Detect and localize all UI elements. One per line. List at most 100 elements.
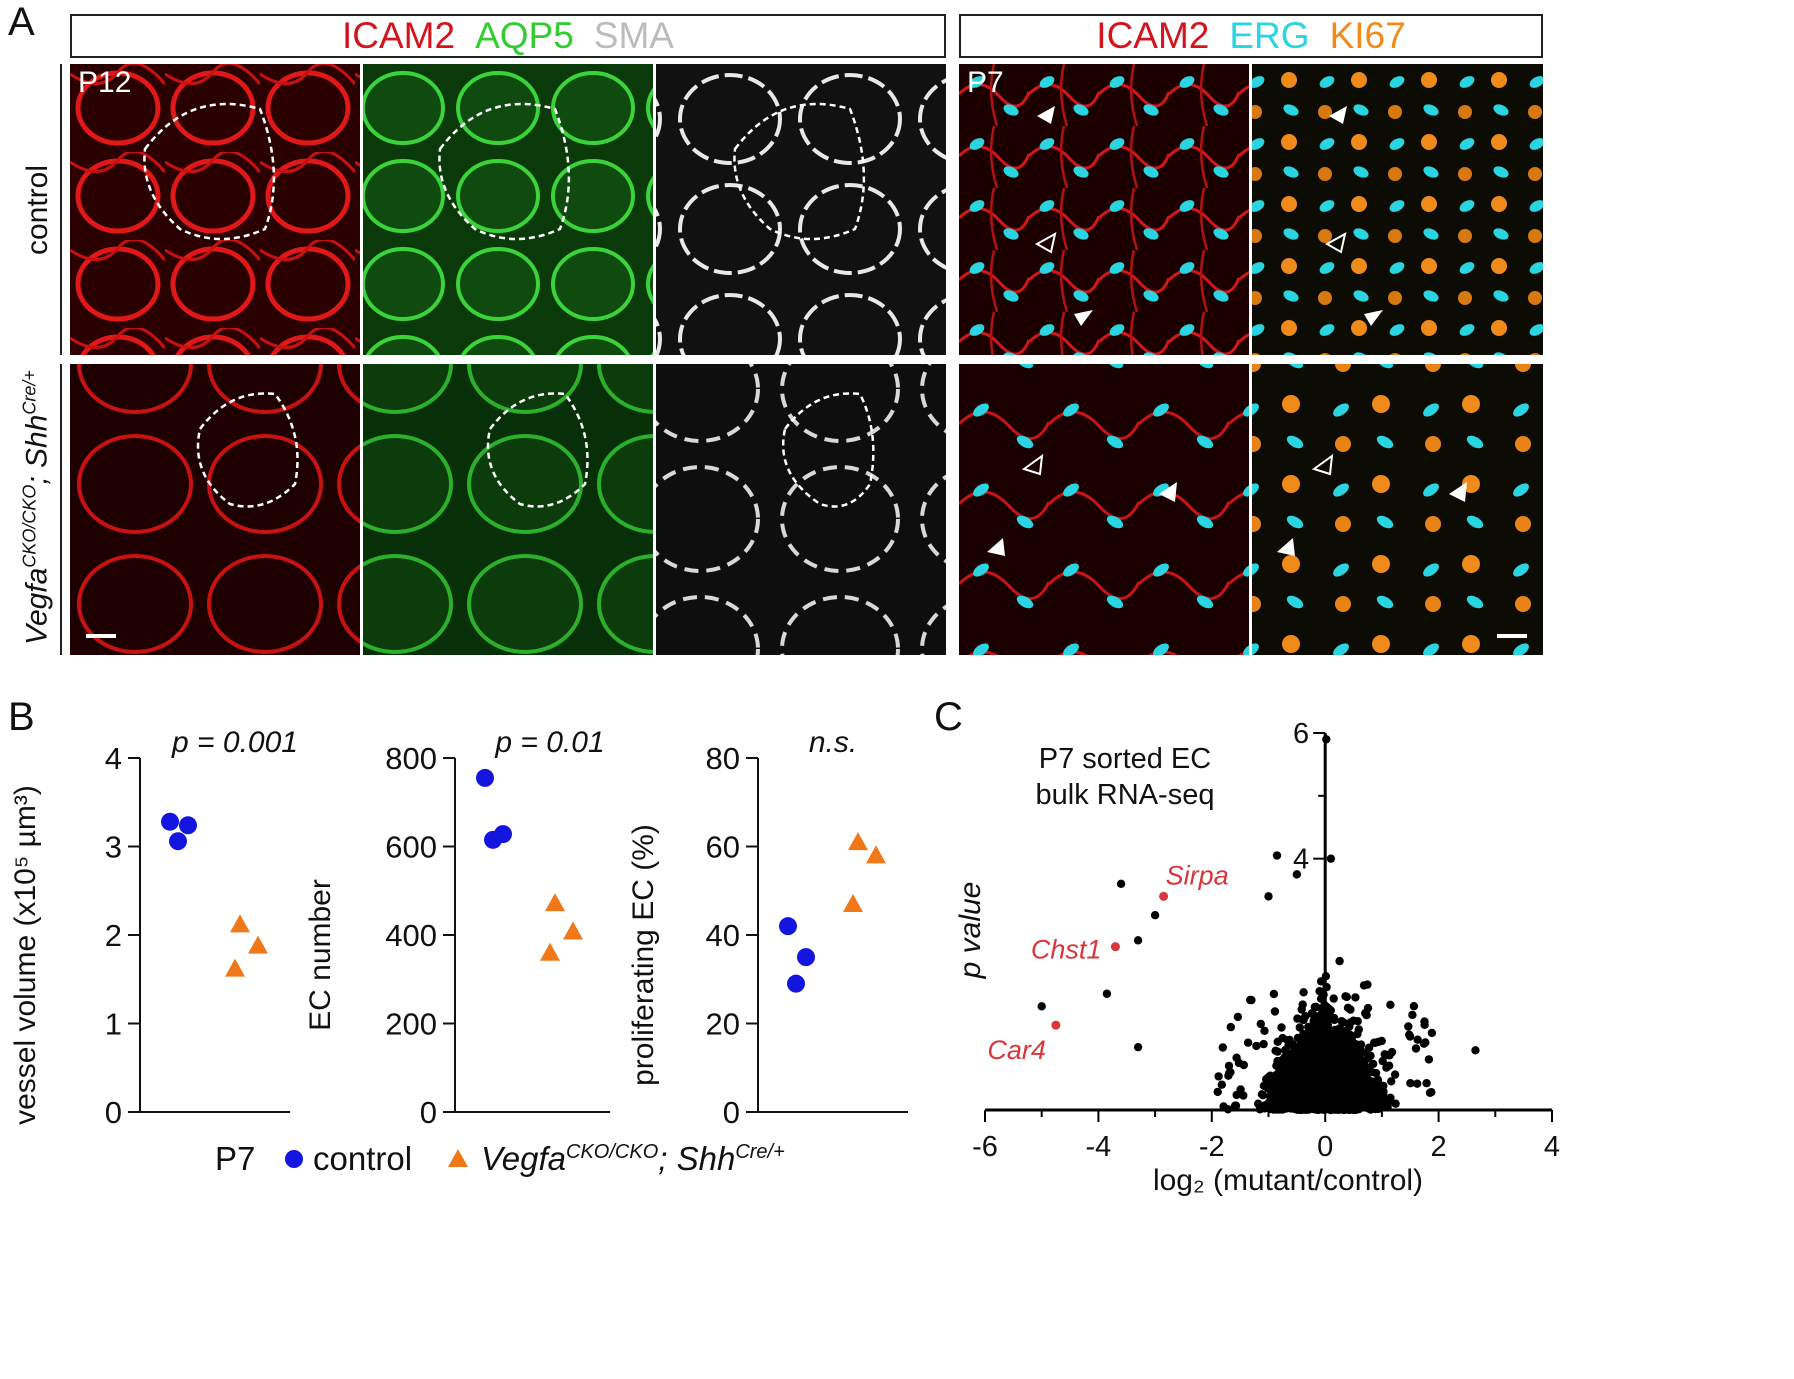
micrograph-icam2-erg-control bbox=[959, 64, 1249, 355]
arrowhead-filled bbox=[1074, 310, 1093, 326]
arrowhead-filled bbox=[1329, 106, 1347, 124]
gene-point bbox=[1343, 1033, 1352, 1042]
gene-point bbox=[1362, 1010, 1371, 1020]
scale-bar-left bbox=[86, 634, 116, 638]
chart-b-1: 0 1 2 3 4 p = 0.001 vessel volume (x10⁵ µm³) bbox=[9, 726, 298, 1130]
arrowhead-filled bbox=[987, 538, 1005, 556]
y-tick-label: 40 bbox=[706, 918, 740, 953]
outline-alveolus-control-aqp5 bbox=[438, 102, 571, 241]
gene-point bbox=[1317, 1070, 1326, 1079]
panel-c-volcano: -6 -4 -2 0 2 4 6 4 P7 sorted EC bulk RNA-seq log₂ … bbox=[954, 718, 1560, 1197]
y-tick-label: 4 bbox=[105, 741, 122, 776]
gene-point bbox=[1214, 1072, 1223, 1081]
gene-point bbox=[1330, 1034, 1339, 1043]
y-tick-label: 400 bbox=[385, 918, 437, 953]
gene-point bbox=[1226, 1068, 1235, 1077]
x-tick-label: 0 bbox=[1317, 1131, 1333, 1163]
arrowhead-filled bbox=[1037, 106, 1055, 124]
gene-point bbox=[1425, 1088, 1435, 1097]
gene-point bbox=[1288, 1049, 1297, 1058]
gene-point bbox=[1273, 1099, 1282, 1108]
gene-point bbox=[1372, 1085, 1382, 1094]
gene-point bbox=[1315, 1011, 1325, 1020]
y-tick-label: 3 bbox=[105, 830, 122, 865]
gene-point-outlier bbox=[1133, 936, 1143, 945]
gene-point bbox=[1390, 1070, 1400, 1079]
volcano-plot: -6 -4 -2 0 2 4 6 4 P7 sorted EC bulk RNA-seq log₂ … bbox=[954, 718, 1560, 1197]
gene-point bbox=[1380, 1093, 1389, 1102]
point-control bbox=[179, 816, 197, 835]
gene-point bbox=[1363, 980, 1372, 989]
stain-label-sma: SMA bbox=[593, 15, 674, 56]
gene-point bbox=[1271, 1046, 1280, 1055]
legend-mutant-marker bbox=[448, 1149, 468, 1167]
outline-alveolus-mutant-sma bbox=[781, 392, 875, 508]
gene-point bbox=[1405, 1030, 1414, 1039]
scale-bar-right bbox=[1497, 634, 1527, 638]
y-tick-label: 600 bbox=[385, 830, 437, 865]
panel-letter-c: C bbox=[934, 695, 963, 739]
gene-point-highlight bbox=[1051, 1020, 1061, 1030]
gene-point bbox=[1419, 1039, 1429, 1048]
x-tick-label: 4 bbox=[1544, 1131, 1560, 1163]
outline-alveolus-control-sma bbox=[733, 102, 866, 241]
gene-point bbox=[1411, 1044, 1421, 1053]
stain-label-icam2: ICAM2 bbox=[342, 15, 456, 56]
age-tag-p12: P12 bbox=[78, 66, 132, 99]
gene-point bbox=[1362, 1096, 1372, 1105]
gene-point bbox=[1252, 1041, 1261, 1051]
gene-point bbox=[1316, 1097, 1326, 1107]
panel-b-charts: 0 1 2 3 4 p = 0.001 vessel volume (x10⁵ µm³) 0 2… bbox=[9, 726, 908, 1130]
point-mutant bbox=[225, 958, 245, 977]
gene-point bbox=[1357, 1077, 1366, 1087]
gene-point bbox=[1299, 988, 1308, 997]
gene-point bbox=[1247, 995, 1256, 1005]
point-control bbox=[779, 917, 797, 936]
gene-point bbox=[1257, 1090, 1267, 1099]
gene-point bbox=[1305, 1095, 1314, 1104]
gene-point bbox=[1328, 1053, 1337, 1062]
y-tick-label: 6 bbox=[1293, 718, 1309, 750]
row-bracket-mutant bbox=[60, 364, 62, 655]
gene-point-outlier bbox=[1037, 1002, 1046, 1011]
micrograph-sma-mutant bbox=[656, 364, 946, 655]
gene-point bbox=[1259, 1039, 1268, 1049]
point-control bbox=[484, 830, 502, 849]
gene-point bbox=[1291, 1073, 1300, 1082]
gene-point bbox=[1341, 992, 1350, 1001]
gene-point bbox=[1409, 1002, 1419, 1011]
gene-point bbox=[1301, 1040, 1310, 1049]
chart-b-ylabel: EC number bbox=[304, 879, 337, 1031]
gene-point bbox=[1378, 1056, 1387, 1066]
micrograph-left-block bbox=[70, 64, 946, 655]
gene-point bbox=[1351, 993, 1360, 1002]
right-stain-header: ICAM2 ERG KI67 bbox=[959, 14, 1543, 58]
gene-point bbox=[1386, 1000, 1395, 1009]
arrowhead-filled bbox=[1277, 538, 1295, 556]
y-tick-label: 0 bbox=[105, 1095, 122, 1130]
gene-point bbox=[1333, 1066, 1342, 1075]
gene-point bbox=[1305, 1029, 1314, 1038]
gene-point bbox=[1260, 1026, 1269, 1035]
gene-point bbox=[1295, 1023, 1304, 1032]
gene-point bbox=[1356, 1040, 1366, 1049]
gene-point bbox=[1351, 1092, 1361, 1101]
chart-b-ylabel: proliferating EC (%) bbox=[627, 824, 660, 1086]
stain-label-aqp5: AQP5 bbox=[475, 15, 574, 56]
gene-label-sirpa: Sirpa bbox=[1166, 860, 1229, 890]
gene-point bbox=[1387, 1077, 1396, 1086]
row-label-control: control bbox=[21, 164, 54, 256]
micrograph-icam2-mutant bbox=[70, 364, 360, 655]
outline-alveolus-control-icam2 bbox=[143, 102, 276, 241]
arrowhead-open bbox=[1311, 453, 1334, 476]
row-label-mutant: VegfaCKO/CKO; ShhCre/+ bbox=[19, 370, 54, 645]
gene-point bbox=[1315, 987, 1324, 996]
gene-point bbox=[1327, 1097, 1336, 1107]
micrograph-aqp5-control bbox=[363, 64, 653, 355]
y-tick-label: 0 bbox=[420, 1095, 437, 1130]
gene-point bbox=[1265, 1077, 1274, 1087]
y-tick-label: 20 bbox=[706, 1007, 740, 1042]
gene-point bbox=[1217, 1080, 1226, 1089]
point-control bbox=[161, 812, 179, 831]
gene-point bbox=[1231, 1101, 1241, 1110]
